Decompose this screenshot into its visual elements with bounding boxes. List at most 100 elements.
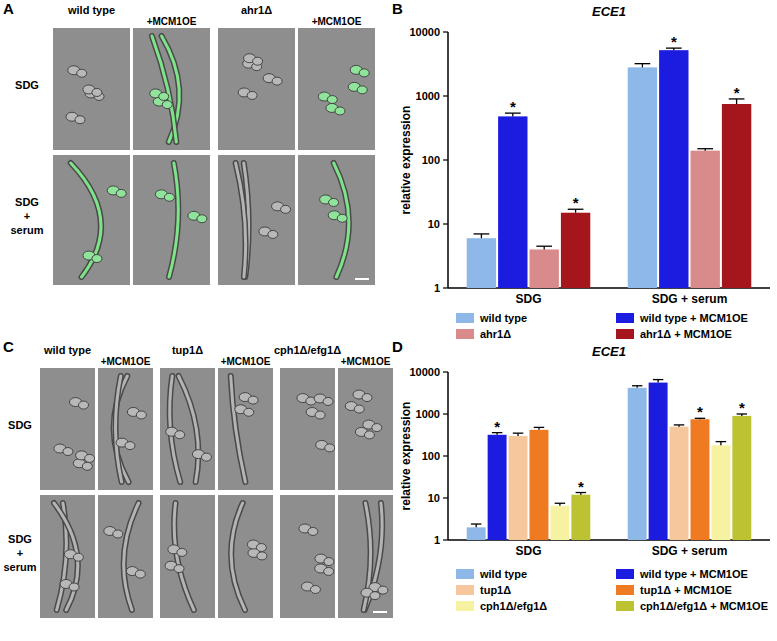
y-tick-label: 10 xyxy=(428,492,440,504)
significance: * xyxy=(671,33,677,50)
y-tick-label: 1000 xyxy=(416,90,440,102)
strain-label: ahr1Δ xyxy=(241,4,272,16)
bar xyxy=(571,495,590,540)
scale-bar xyxy=(355,278,369,280)
x-tick-label: SDG xyxy=(515,292,541,306)
micrograph xyxy=(280,368,335,490)
micrograph xyxy=(40,495,95,618)
y-tick-label: 1 xyxy=(434,282,440,294)
scale-bar xyxy=(373,611,387,613)
y-tick-label: 10000 xyxy=(409,366,440,378)
legend-swatch xyxy=(616,313,634,323)
y-axis xyxy=(447,372,449,540)
micrograph xyxy=(133,28,210,150)
legend-swatch xyxy=(456,601,474,611)
y-tick-label: 10000 xyxy=(409,26,440,38)
micrograph xyxy=(338,368,393,490)
plot-area xyxy=(467,48,752,288)
bar xyxy=(488,435,507,540)
axis-label: relative expression xyxy=(399,106,413,215)
legend-swatch xyxy=(616,585,634,595)
bar xyxy=(659,50,688,288)
plot-area xyxy=(467,380,752,540)
chart-title: ECE1 xyxy=(592,344,626,359)
micrograph xyxy=(40,368,95,490)
micrograph xyxy=(218,368,273,490)
legend-swatch xyxy=(456,569,474,579)
panel-label: D xyxy=(392,338,403,355)
y-tick-label: 100 xyxy=(422,154,440,166)
legend-label: ahr1Δ xyxy=(480,328,511,340)
overexpression-label: +MCM1OE xyxy=(101,356,151,367)
legend-label: wild type xyxy=(479,568,527,580)
bar xyxy=(509,436,528,540)
y-axis xyxy=(447,32,449,288)
y-tick-label: 10 xyxy=(428,218,440,230)
x-tick-label: SDG + serum xyxy=(652,292,728,306)
bar xyxy=(628,67,657,288)
bar xyxy=(711,445,730,540)
bar xyxy=(691,151,720,288)
x-tick-label: SDG xyxy=(515,544,541,558)
micrograph xyxy=(218,495,273,618)
micrograph xyxy=(53,28,130,150)
strain-label: wild type xyxy=(67,4,115,16)
micrograph xyxy=(218,28,295,150)
row-label: SDG+serum xyxy=(3,533,36,573)
legend-label: cph1Δ/efg1Δ + MCM1OE xyxy=(640,600,768,612)
micrograph xyxy=(160,368,215,490)
row-label: SDG xyxy=(15,79,39,91)
legend-swatch xyxy=(456,329,474,339)
error-bar xyxy=(534,427,544,429)
error-bar xyxy=(635,64,651,68)
axis-label: relative expression xyxy=(399,402,413,511)
micrograph xyxy=(280,495,335,618)
error-bar xyxy=(653,380,663,383)
significance: * xyxy=(494,418,500,435)
error-bar xyxy=(716,442,726,446)
error-bar xyxy=(536,246,552,249)
bar xyxy=(530,249,559,288)
y-tick-label: 100 xyxy=(422,450,440,462)
chart-title: ECE1 xyxy=(592,4,626,19)
overexpression-label: +MCM1OE xyxy=(221,356,271,367)
panel-label: C xyxy=(3,338,14,355)
bar xyxy=(691,419,710,540)
legend-label: wild type + MCM1OE xyxy=(639,312,748,324)
overexpression-label: +MCM1OE xyxy=(341,356,391,367)
legend-swatch xyxy=(616,329,634,339)
significance: * xyxy=(734,84,740,101)
bar xyxy=(467,527,486,540)
legend-label: tup1Δ xyxy=(480,584,511,596)
strain-label: cph1Δ/efg1Δ xyxy=(274,344,341,356)
bar xyxy=(561,213,590,288)
bar xyxy=(628,388,647,540)
significance: * xyxy=(573,194,579,211)
legend-swatch xyxy=(616,601,634,611)
legend-swatch xyxy=(456,585,474,595)
error-bar xyxy=(632,386,642,388)
legend-label: cph1Δ/efg1Δ xyxy=(480,600,547,612)
bar xyxy=(732,416,751,540)
legend-swatch xyxy=(616,569,634,579)
bar xyxy=(467,238,496,288)
panel-label: A xyxy=(3,0,14,17)
legend-label: wild type + MCM1OE xyxy=(639,568,748,580)
strain-label: tup1Δ xyxy=(172,344,203,356)
y-tick-label: 1000 xyxy=(416,408,440,420)
error-bar xyxy=(513,433,523,436)
micrograph xyxy=(298,28,375,150)
micrograph xyxy=(218,155,295,285)
strain-label: wild type xyxy=(43,344,91,356)
bar xyxy=(649,383,668,540)
significance: * xyxy=(697,403,703,420)
panel-label: B xyxy=(392,0,403,17)
overexpression-label: +MCM1OE xyxy=(312,16,362,27)
x-tick-label: SDG + serum xyxy=(652,544,728,558)
bar xyxy=(498,116,527,288)
significance: * xyxy=(739,399,745,416)
error-bar xyxy=(474,234,490,238)
error-bar xyxy=(674,425,684,427)
error-bar xyxy=(471,524,481,527)
bar xyxy=(550,506,569,540)
